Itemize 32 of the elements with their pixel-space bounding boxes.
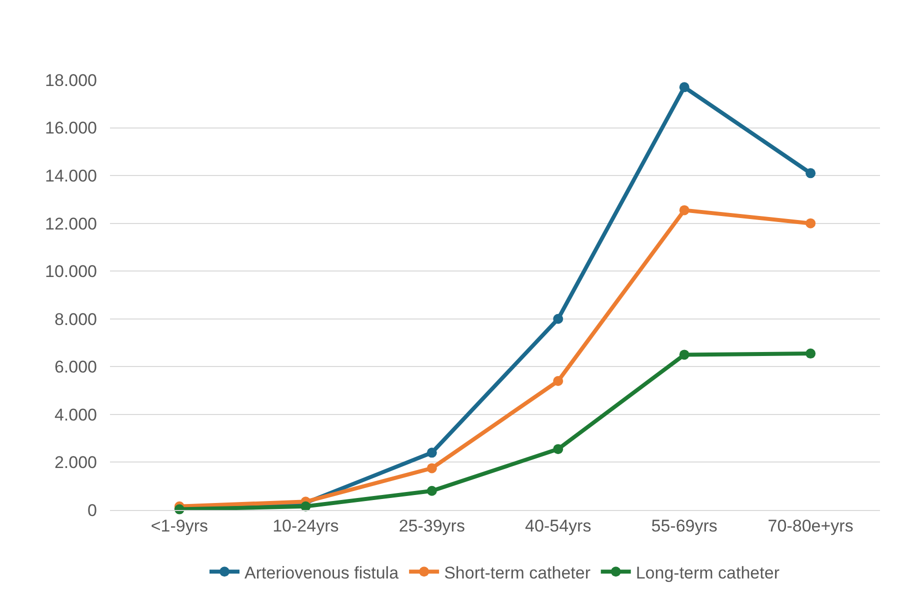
point — [679, 205, 690, 216]
legend-label: Arteriovenous fistula — [244, 563, 400, 582]
x-tick-label: 40-54yrs — [525, 516, 592, 536]
y-tick-label: 14.000 — [45, 166, 97, 186]
legend-label: Short-term catheter — [444, 563, 591, 582]
point — [806, 168, 816, 178]
point — [553, 444, 564, 454]
x-tick-label: 25-39yrs — [398, 516, 465, 536]
y-tick-label: 6.000 — [54, 358, 97, 377]
y-tick-label: 16.000 — [45, 118, 97, 138]
y-tick-label: 10.000 — [45, 262, 97, 282]
y-tick-label: 12.000 — [45, 214, 97, 234]
point — [679, 82, 690, 92]
y-tick-label: 18.000 — [45, 70, 97, 90]
point — [300, 501, 311, 512]
x-tick-label: 10-24yrs — [272, 516, 339, 536]
y-tick-label: 0 — [88, 500, 97, 520]
x-tick-label: 55-69yrs — [651, 516, 718, 536]
point — [806, 218, 816, 228]
y-tick-label: 4.000 — [54, 405, 97, 424]
point — [553, 376, 564, 386]
x-tick-label: <1-9yrs — [150, 516, 208, 536]
point — [553, 314, 564, 324]
point — [806, 348, 816, 359]
x-tick-label: 70-80e+yrs — [768, 516, 854, 536]
y-tick-label: 8.000 — [54, 310, 97, 329]
point — [426, 486, 437, 496]
point — [426, 463, 437, 474]
y-tick-label: 2.000 — [54, 453, 97, 472]
point — [426, 448, 437, 458]
legend-label: Long-term catheter — [636, 563, 780, 582]
point — [679, 350, 690, 360]
